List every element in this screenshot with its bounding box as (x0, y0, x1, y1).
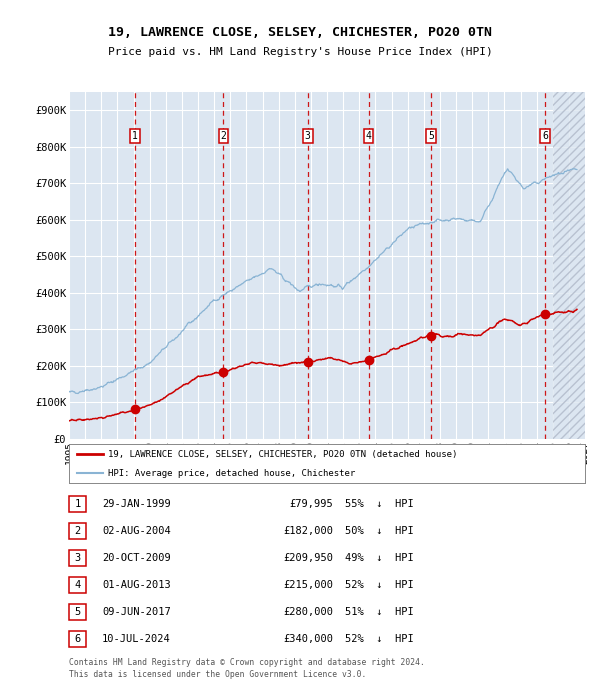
Text: 5: 5 (74, 607, 80, 617)
Text: 4: 4 (74, 580, 80, 590)
Text: 29-JAN-1999: 29-JAN-1999 (102, 499, 171, 509)
Text: 1: 1 (132, 131, 138, 141)
Text: £280,000: £280,000 (283, 607, 333, 617)
Text: 2: 2 (221, 131, 226, 141)
Text: 19, LAWRENCE CLOSE, SELSEY, CHICHESTER, PO20 0TN (detached house): 19, LAWRENCE CLOSE, SELSEY, CHICHESTER, … (108, 449, 457, 459)
Text: 2: 2 (74, 526, 80, 536)
Text: Price paid vs. HM Land Registry's House Price Index (HPI): Price paid vs. HM Land Registry's House … (107, 47, 493, 56)
Text: £209,950: £209,950 (283, 553, 333, 563)
Text: 10-JUL-2024: 10-JUL-2024 (102, 634, 171, 644)
Text: 3: 3 (74, 553, 80, 563)
Text: 51%  ↓  HPI: 51% ↓ HPI (345, 607, 414, 617)
Text: 50%  ↓  HPI: 50% ↓ HPI (345, 526, 414, 536)
Text: 19, LAWRENCE CLOSE, SELSEY, CHICHESTER, PO20 0TN: 19, LAWRENCE CLOSE, SELSEY, CHICHESTER, … (108, 26, 492, 39)
Text: 01-AUG-2013: 01-AUG-2013 (102, 580, 171, 590)
Text: 55%  ↓  HPI: 55% ↓ HPI (345, 499, 414, 509)
Text: £215,000: £215,000 (283, 580, 333, 590)
Text: 4: 4 (365, 131, 371, 141)
Text: 1: 1 (74, 499, 80, 509)
Text: 52%  ↓  HPI: 52% ↓ HPI (345, 634, 414, 644)
Text: HPI: Average price, detached house, Chichester: HPI: Average price, detached house, Chic… (108, 469, 355, 478)
Text: 5: 5 (428, 131, 434, 141)
Text: £340,000: £340,000 (283, 634, 333, 644)
Text: 52%  ↓  HPI: 52% ↓ HPI (345, 580, 414, 590)
Text: 02-AUG-2004: 02-AUG-2004 (102, 526, 171, 536)
Text: 3: 3 (305, 131, 311, 141)
Text: 49%  ↓  HPI: 49% ↓ HPI (345, 553, 414, 563)
Bar (553, 92, 585, 439)
Text: This data is licensed under the Open Government Licence v3.0.: This data is licensed under the Open Gov… (69, 670, 367, 679)
Text: £79,995: £79,995 (289, 499, 333, 509)
Text: 09-JUN-2017: 09-JUN-2017 (102, 607, 171, 617)
Text: £182,000: £182,000 (283, 526, 333, 536)
Text: 6: 6 (542, 131, 548, 141)
Text: 20-OCT-2009: 20-OCT-2009 (102, 553, 171, 563)
Text: Contains HM Land Registry data © Crown copyright and database right 2024.: Contains HM Land Registry data © Crown c… (69, 658, 425, 666)
Text: 6: 6 (74, 634, 80, 644)
